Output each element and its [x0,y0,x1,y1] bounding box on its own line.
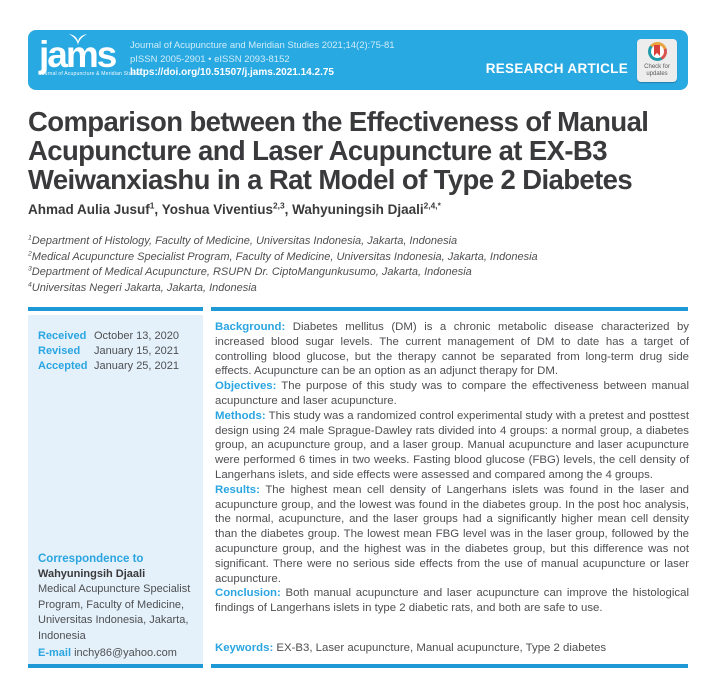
abstract-section: Methods: This study was a randomized con… [215,409,689,481]
history-row: Accepted January 25, 2021 [38,360,180,372]
crossmark-icon [647,42,667,61]
affiliation-line: 4Universitas Negeri Jakarta, Jakarta, In… [28,280,257,294]
affiliation-list: 1Department of Histology, Faculty of Med… [28,234,688,296]
correspondence-email-line: E-mail inchy86@yahoo.com [38,647,196,659]
keywords-text: EX-B3, Laser acupuncture, Manual acupunc… [276,642,607,654]
history-row: Revised January 15, 2021 [38,345,180,357]
article-type-label: RESEARCH ARTICLE [485,61,628,76]
email-label: E-mail [38,647,72,659]
affiliation-line: 2Medical Acupuncture Specialist Program,… [28,249,538,263]
email-address[interactable]: inchy86@yahoo.com [74,647,177,659]
journal-logo: jams Journal of Acupuncture & Meridian S… [39,34,142,77]
correspondence-name: Wahyuningsih Djaali [38,568,146,580]
affiliation-line: 1Department of Histology, Faculty of Med… [28,234,458,247]
abstract-section: Background: Diabetes mellitus (DM) is a … [215,321,689,378]
history-list: Received October 13, 2020 Revised January 1… [38,329,179,374]
journal-info: Journal of Acupuncture and Meridian Stud… [130,39,395,80]
history-row: Received October 13, 2020 [38,330,180,342]
citation-line: Journal of Acupuncture and Meridian Stud… [130,40,395,51]
abstract-section: Objectives: The purpose of this study wa… [215,380,689,407]
top-divider-left [28,307,203,311]
doi-link[interactable]: https://doi.org/10.51507/j.jams.2021.14.… [130,67,334,78]
correspondence-heading: Correspondence to [38,553,144,565]
article-title: Comparison between the Effectiveness of … [28,106,649,195]
correspondence-block: Correspondence to Wahyuningsih Djaali Me… [38,553,196,659]
article-info-sidebar: Received October 13, 2020 Revised January 1… [28,315,203,664]
bottom-divider-right [211,664,688,668]
logo-tagline: Journal of Acupuncture & Meridian Studie… [39,71,142,77]
top-divider-right [211,307,688,311]
check-for-updates-label: Check for updates [644,64,670,77]
correspondence-address: Medical Acupuncture Specialist Program, … [38,583,191,642]
author-list: Ahmad Aulia Jusuf1, Yoshua Viventius2,3,… [28,200,441,217]
abstract-section: Conclusion: Both manual acupuncture and … [215,587,689,615]
bottom-divider-left [28,664,203,668]
keywords-label: Keywords: [215,642,274,654]
check-for-updates-button[interactable]: Check for updates [637,39,677,82]
abstract-sections: Background: Diabetes mellitus (DM) is a … [215,320,689,616]
affiliation-line: 3Department of Medical Acupuncture, RSUP… [28,265,472,278]
journal-banner: jams Journal of Acupuncture & Meridian S… [28,30,688,90]
issn-line: pISSN 2005-2901 • eISSN 2093-8152 [130,53,290,65]
keywords-line: Keywords: EX-B3, Laser acupuncture, Manu… [215,642,689,654]
abstract-section: Results: The highest mean cell density o… [215,483,689,585]
leaf-icon [68,34,88,45]
